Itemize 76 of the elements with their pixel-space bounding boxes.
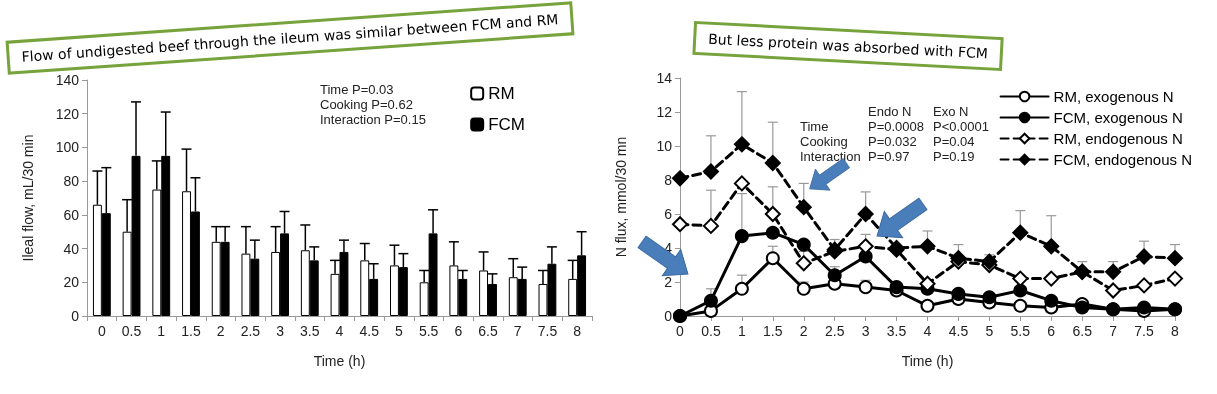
x-tick-label: 2 [799,323,808,339]
y-tick-label: 140 [55,72,80,88]
annotation: P=0.04 [933,134,975,149]
annotation: P<0.0001 [933,119,990,134]
y-tick-label: 120 [55,105,80,122]
x-tick-label: 1.5 [763,323,783,339]
x-tick-label: 3.5 [886,323,907,339]
x-tick-label: 5.5 [1010,323,1031,339]
legend-label: RM, exogenous N [1053,88,1174,105]
x-tick-label: 7 [513,323,522,339]
x-tick-label: 6 [1047,323,1056,339]
x-tick-label: 7.5 [1134,323,1154,339]
y-tick-label: 12 [656,104,673,120]
x-tick-label: 2.5 [240,323,261,339]
y-axis-title: Ileal flow, mL/30 min [20,134,36,262]
text: Flow of undigested beef through the ileum was similar between FCM and RM [21,11,559,65]
annotation: Interaction [800,149,861,164]
y-tick-label: 14 [656,70,673,86]
y-tick-label: 40 [63,240,80,257]
x-tick-label: 5 [395,323,404,339]
annotation: Interaction P=0.15 [320,112,426,127]
x-tick-label: 1 [737,323,746,339]
annotation: Endo N [868,104,912,119]
y-tick-label: 0 [71,308,80,324]
y-tick-label: 80 [63,173,80,190]
x-tick-label: 0 [676,323,685,339]
x-tick-label: 4.5 [948,323,969,339]
legend-label: RM, endogenous N [1053,130,1183,147]
x-tick-label: 3 [276,323,285,339]
x-tick-label: 1.5 [181,323,201,339]
legend-label: FCM, endogenous N [1053,151,1192,168]
y-tick-label: 4 [664,240,673,256]
annotation: P=0.0008 [868,119,925,134]
y-tick-label: 10 [656,138,673,154]
x-tick-label: 4.5 [359,323,380,339]
x-tick-label: 8 [1171,323,1180,339]
y-tick-label: 2 [664,274,673,290]
annotation: P=0.97 [868,149,910,164]
y-tick-label: 8 [664,172,673,188]
legend-label: FCM, exogenous N [1053,109,1183,126]
annotation: Cooking [800,134,848,149]
annotation: Cooking P=0.62 [320,97,413,112]
x-axis-title: Time (h) [313,353,366,369]
legend-label: FCM [488,115,526,134]
x-tick-label: 1 [157,323,166,339]
y-tick-label: 60 [63,206,80,223]
x-tick-label: 5 [985,323,994,339]
x-tick-label: 4 [923,323,932,339]
x-tick-label: 2.5 [824,323,845,339]
x-tick-label: 5.5 [418,323,439,339]
x-tick-label: 7 [1109,323,1118,339]
x-tick-label: 4 [335,323,344,339]
x-tick-label: 6.5 [478,323,498,339]
annotation: Time [800,119,829,134]
x-tick-label: 6.5 [1072,323,1093,339]
x-tick-label: 0.5 [701,323,721,339]
annotation: Exo N [933,104,969,119]
annotation: P=0.19 [933,149,975,164]
x-tick-label: 8 [573,323,582,339]
x-tick-label: 3.5 [300,323,320,339]
y-tick-label: 20 [63,274,80,291]
x-tick-label: 7.5 [537,323,558,339]
y-tick-label: 100 [55,139,80,156]
x-tick-label: 0.5 [121,323,142,339]
annotation: Time P=0.03 [320,82,394,97]
x-axis-title: Time (h) [901,353,954,369]
x-tick-label: 2 [216,323,225,339]
x-tick-label: 0 [97,323,106,339]
y-axis-title: N flux, mmol/30 mn [613,136,629,258]
y-tick-label: 0 [664,308,673,324]
legend-label: RM [488,84,515,103]
y-tick-label: 6 [664,206,673,222]
annotation: P=0.032 [868,134,917,149]
text: But less protein was absorbed with FCM [692,20,1004,72]
x-tick-label: 3 [861,323,870,339]
x-tick-label: 6 [454,323,463,339]
